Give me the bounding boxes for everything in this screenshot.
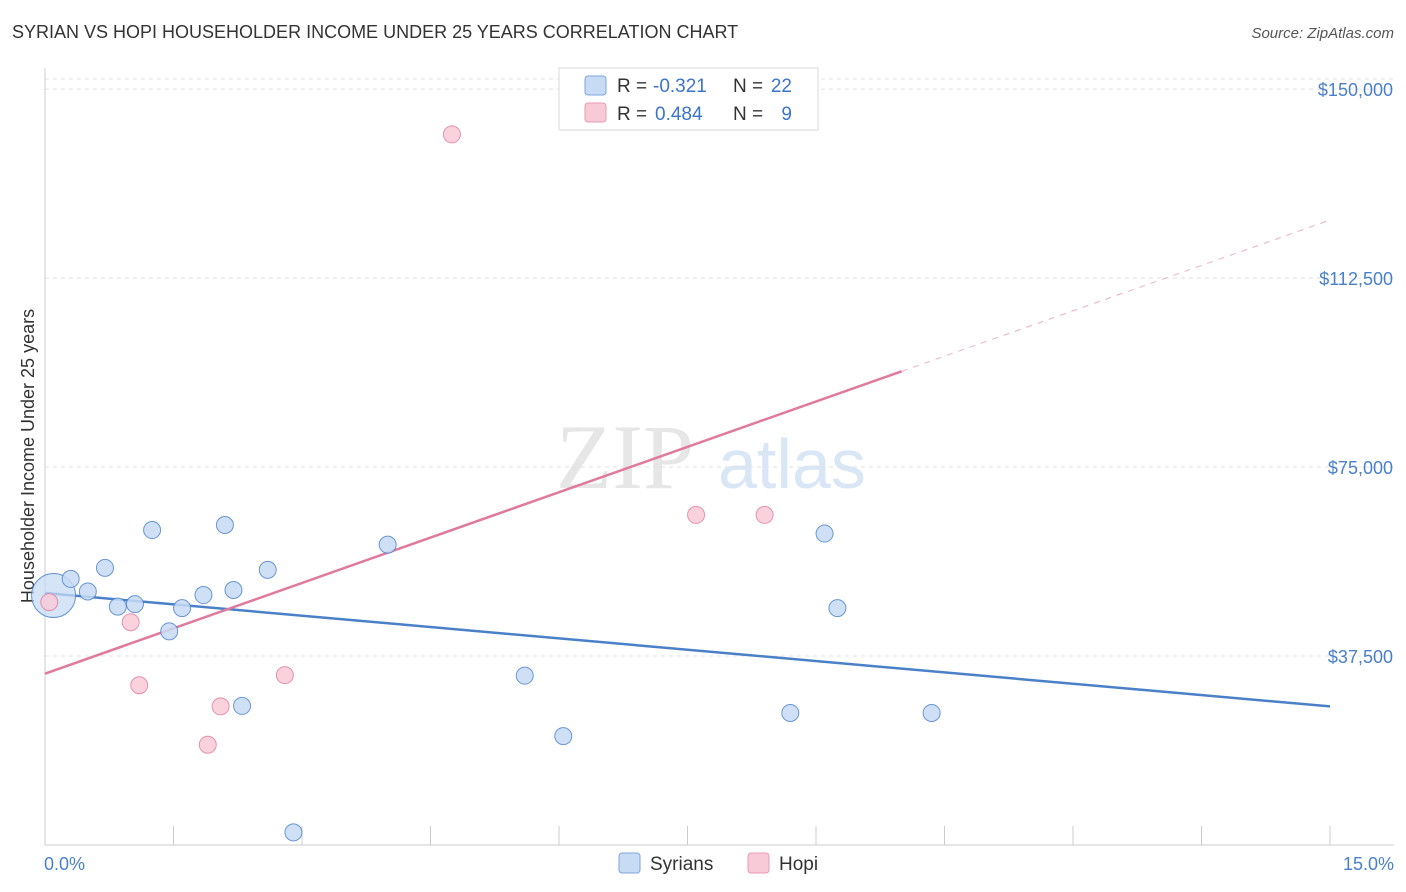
- legend-r-value-hopi: 0.484: [655, 104, 703, 125]
- trend-lines: [44, 219, 1331, 708]
- point-syrians-3: [95, 558, 114, 577]
- point-hopi-4: [211, 697, 230, 716]
- y-tick-label-3: $150,000: [1318, 80, 1393, 100]
- point-hopi-1: [121, 613, 140, 632]
- x-tick-label-max: 15.0%: [1343, 854, 1394, 874]
- trend-line-syrians: [44, 591, 1331, 708]
- point-syrians-6: [143, 521, 162, 540]
- y-tick-label-1: $75,000: [1328, 458, 1393, 478]
- point-hopi-2: [130, 676, 149, 695]
- point-hopi-0: [40, 593, 59, 612]
- point-syrians-9: [194, 586, 213, 605]
- point-hopi-5: [275, 666, 294, 685]
- bottom-legend-label-hopi: Hopi: [779, 854, 818, 875]
- point-syrians-16: [515, 666, 534, 685]
- legend-swatch-syrians: [584, 75, 607, 96]
- point-syrians-21: [922, 703, 941, 722]
- point-hopi-6: [442, 125, 461, 144]
- legend-n-label-syrians: N =: [733, 76, 763, 97]
- trend-extension-hopi: [901, 219, 1331, 372]
- point-syrians-20: [828, 599, 847, 618]
- watermark-atlas: atlas: [718, 425, 866, 503]
- point-hopi-7: [687, 505, 706, 524]
- x-tick-label-min: 0.0%: [44, 854, 85, 874]
- watermark-zip: ZIP: [556, 406, 694, 508]
- point-syrians-2: [78, 582, 97, 601]
- x-axis-ticks: [44, 826, 1331, 845]
- point-syrians-4: [108, 597, 127, 616]
- chart-source: Source: ZipAtlas.com: [1251, 25, 1394, 42]
- point-syrians-11: [224, 581, 243, 600]
- y-tick-label-2: $112,500: [1319, 269, 1393, 289]
- point-hopi-8: [755, 505, 774, 524]
- bottom-legend-swatch-hopi: [747, 852, 770, 874]
- point-hopi-3: [198, 735, 217, 754]
- legend-swatch-hopi: [584, 102, 607, 123]
- point-syrians-15: [378, 535, 397, 554]
- trend-line-hopi: [44, 370, 903, 675]
- point-syrians-7: [160, 622, 179, 641]
- legend-n-value-syrians: 22: [771, 76, 792, 97]
- point-syrians-10: [215, 515, 234, 534]
- point-syrians-17: [554, 727, 573, 746]
- legend-r-label-hopi: R =: [617, 104, 647, 125]
- point-syrians-14: [284, 823, 303, 842]
- point-syrians-13: [258, 560, 277, 579]
- point-syrians-18: [781, 703, 800, 722]
- legend-n-label-hopi: N =: [733, 104, 763, 125]
- y-tick-label-0: $37,500: [1328, 647, 1393, 667]
- point-syrians-8: [173, 599, 192, 618]
- data-points: [31, 125, 941, 842]
- point-syrians-1: [61, 569, 80, 588]
- y-axis-label: Householder Income Under 25 years: [18, 309, 38, 603]
- y-axis-tick-labels: $37,500 $75,000 $112,500 $150,000: [1318, 80, 1393, 667]
- bottom-legend: Syrians Hopi: [618, 852, 818, 875]
- legend-r-value-syrians: -0.321: [653, 76, 707, 97]
- chart-title: SYRIAN VS HOPI HOUSEHOLDER INCOME UNDER …: [12, 22, 738, 42]
- gridlines: [45, 78, 1394, 657]
- bottom-legend-label-syrians: Syrians: [650, 854, 713, 875]
- legend-box: R = -0.321 N = 22 R = 0.484 N = 9: [558, 67, 819, 131]
- point-syrians-19: [815, 524, 834, 543]
- point-syrians-5: [125, 595, 144, 614]
- legend-r-label-syrians: R =: [617, 76, 647, 97]
- point-syrians-12: [233, 696, 252, 715]
- bottom-legend-swatch-syrians: [618, 852, 641, 874]
- legend-n-value-hopi: 9: [781, 104, 792, 125]
